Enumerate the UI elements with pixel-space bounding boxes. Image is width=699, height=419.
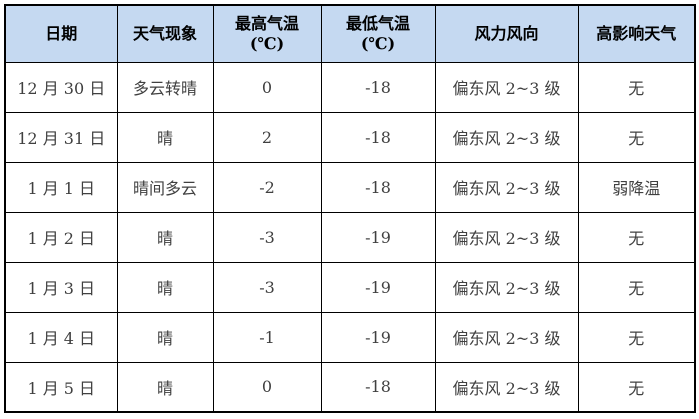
cell-weather: 晴 [116, 261, 214, 313]
cell-date: 12 月 30 日 [4, 61, 118, 113]
table-row: 1 月 2 日 晴 -3 -19 偏东风 2~3 级 无 [4, 211, 696, 263]
cell-impact: 无 [577, 311, 696, 363]
table-body: 12 月 30 日 多云转晴 0 -18 偏东风 2~3 级 无 12 月 31… [4, 61, 696, 413]
header-weather-label: 天气现象 [132, 23, 197, 43]
cell-wind: 偏东风 2~3 级 [434, 311, 579, 363]
table-row: 1 月 1 日 晴间多云 -2 -18 偏东风 2~3 级 弱降温 [4, 161, 696, 213]
table-row: 1 月 5 日 晴 0 -18 偏东风 2~3 级 无 [4, 361, 696, 413]
cell-low-temp: -18 [320, 161, 436, 213]
header-wind-label: 风力风向 [474, 23, 539, 43]
cell-high-temp: -3 [212, 261, 322, 313]
table-row: 12 月 31 日 晴 2 -18 偏东风 2~3 级 无 [4, 111, 696, 163]
weather-forecast-table: 日期 天气现象 最高气温 (℃) 最低气温 (℃) 风力风向 [4, 4, 696, 413]
cell-date: 1 月 3 日 [4, 261, 118, 313]
cell-wind: 偏东风 2~3 级 [434, 161, 579, 213]
cell-high-temp: -1 [212, 311, 322, 363]
cell-wind: 偏东风 2~3 级 [434, 211, 579, 263]
table-header: 日期 天气现象 最高气温 (℃) 最低气温 (℃) 风力风向 [4, 4, 696, 63]
cell-low-temp: -19 [320, 311, 436, 363]
header-cell-high-temp: 最高气温 (℃) [212, 4, 322, 63]
cell-date: 1 月 4 日 [4, 311, 118, 363]
cell-low-temp: -19 [320, 261, 436, 313]
header-low-temp-unit: (℃) [360, 33, 396, 53]
cell-weather: 多云转晴 [116, 61, 214, 113]
cell-low-temp: -18 [320, 61, 436, 113]
cell-date: 1 月 2 日 [4, 211, 118, 263]
cell-weather: 晴 [116, 361, 214, 413]
cell-high-temp: -2 [212, 161, 322, 213]
cell-high-temp: 2 [212, 111, 322, 163]
cell-impact: 弱降温 [577, 161, 696, 213]
cell-wind: 偏东风 2~3 级 [434, 261, 579, 313]
cell-weather: 晴 [116, 111, 214, 163]
cell-wind: 偏东风 2~3 级 [434, 361, 579, 413]
header-cell-weather: 天气现象 [116, 4, 214, 63]
cell-weather: 晴 [116, 311, 214, 363]
cell-impact: 无 [577, 261, 696, 313]
cell-high-temp: 0 [212, 61, 322, 113]
header-high-temp-unit: (℃) [249, 33, 285, 53]
cell-date: 1 月 1 日 [4, 161, 118, 213]
cell-high-temp: -3 [212, 211, 322, 263]
cell-wind: 偏东风 2~3 级 [434, 111, 579, 163]
cell-date: 12 月 31 日 [4, 111, 118, 163]
header-row: 日期 天气现象 最高气温 (℃) 最低气温 (℃) 风力风向 [4, 4, 696, 63]
header-cell-date: 日期 [4, 4, 118, 63]
header-cell-impact: 高影响天气 [577, 4, 696, 63]
header-impact-label: 高影响天气 [596, 23, 677, 43]
header-low-temp-label: 最低气温 [345, 13, 410, 33]
table-row: 12 月 30 日 多云转晴 0 -18 偏东风 2~3 级 无 [4, 61, 696, 113]
cell-impact: 无 [577, 61, 696, 113]
table-row: 1 月 4 日 晴 -1 -19 偏东风 2~3 级 无 [4, 311, 696, 363]
header-cell-wind: 风力风向 [434, 4, 579, 63]
cell-date: 1 月 5 日 [4, 361, 118, 413]
cell-low-temp: -18 [320, 111, 436, 163]
cell-impact: 无 [577, 211, 696, 263]
header-cell-low-temp: 最低气温 (℃) [320, 4, 436, 63]
header-high-temp-label: 最高气温 [234, 13, 299, 33]
cell-impact: 无 [577, 111, 696, 163]
cell-weather: 晴 [116, 211, 214, 263]
cell-high-temp: 0 [212, 361, 322, 413]
cell-impact: 无 [577, 361, 696, 413]
cell-low-temp: -18 [320, 361, 436, 413]
cell-low-temp: -19 [320, 211, 436, 263]
header-date-label: 日期 [45, 23, 78, 43]
cell-weather: 晴间多云 [116, 161, 214, 213]
table-row: 1 月 3 日 晴 -3 -19 偏东风 2~3 级 无 [4, 261, 696, 313]
cell-wind: 偏东风 2~3 级 [434, 61, 579, 113]
